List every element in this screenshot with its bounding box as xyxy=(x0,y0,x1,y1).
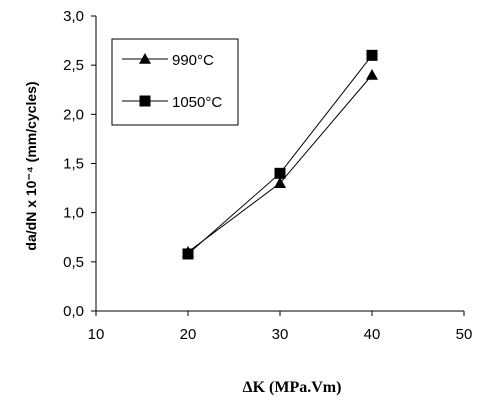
legend-label-triangle: 990°C xyxy=(172,52,214,69)
series-square xyxy=(182,49,378,260)
legend-marker-square xyxy=(139,95,151,107)
y-tick-label: 0,0 xyxy=(63,303,84,320)
x-tick-label: 50 xyxy=(456,326,473,343)
x-tick-label: 30 xyxy=(272,326,289,343)
y-tick-label: 2,0 xyxy=(63,106,84,123)
y-tick-label: 0,5 xyxy=(63,254,84,271)
data-point-triangle xyxy=(274,177,286,188)
legend: 990°C 1050°C xyxy=(111,38,239,126)
y-axis-label: da/dN x 10⁻⁴ (mm/cycles) xyxy=(23,81,39,250)
x-tick-labels: 10 20 30 40 50 xyxy=(88,326,473,343)
y-tick-label: 1,0 xyxy=(63,205,84,222)
legend-label-square: 1050°C xyxy=(172,94,222,111)
x-tick-label: 40 xyxy=(364,326,381,343)
y-tick-label: 2,5 xyxy=(63,57,84,74)
y-tick-labels: 0,0 0,5 1,0 1,5 2,0 2,5 3,0 xyxy=(63,8,84,320)
axes xyxy=(91,15,465,316)
data-point-square xyxy=(366,49,378,61)
x-axis-label: ΔK (MPa.Vm) xyxy=(243,379,342,396)
x-tick-label: 10 xyxy=(88,326,105,343)
data-point-square xyxy=(274,167,286,179)
data-point-square xyxy=(182,248,194,260)
data-point-triangle xyxy=(366,69,378,80)
legend-box xyxy=(111,38,239,126)
legend-marker-triangle xyxy=(139,53,151,64)
y-tick-label: 1,5 xyxy=(63,156,84,173)
x-tick-label: 20 xyxy=(180,326,197,343)
series-group xyxy=(182,49,378,260)
y-tick-label: 3,0 xyxy=(63,8,84,25)
